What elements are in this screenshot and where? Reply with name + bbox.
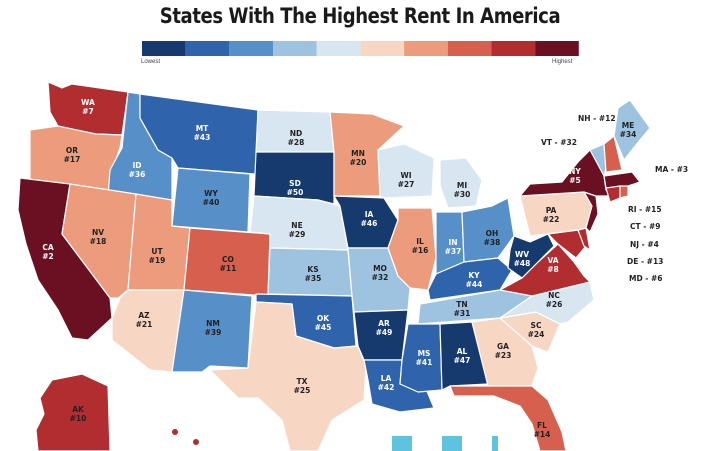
svg-text:IN#37: IN #37: [445, 238, 462, 256]
logo-glyph: [442, 436, 462, 451]
state-me[interactable]: [613, 99, 651, 161]
legend-low-label: Lowest: [141, 59, 161, 65]
label-nj: NJ - #4: [630, 240, 659, 249]
state-hi-island: [172, 429, 178, 435]
svg-text:PA#22: PA #22: [543, 206, 560, 224]
state-ak[interactable]: [35, 373, 111, 451]
svg-text:MN#20: MN #20: [350, 149, 367, 167]
svg-text:UT#19: UT #19: [149, 247, 166, 265]
logo-glyph: [392, 436, 412, 451]
svg-text:WV#48: WV #48: [514, 250, 531, 268]
color-legend: [142, 41, 579, 56]
svg-text:FL#14: FL #14: [534, 421, 551, 439]
brand-logo-partial: [392, 436, 498, 451]
svg-text:ND#28: ND #28: [288, 129, 305, 147]
state-mi[interactable]: [439, 157, 483, 209]
label-ct: CT - #9: [630, 222, 661, 231]
svg-text:IL#16: IL #16: [412, 237, 429, 255]
svg-text:AK#10: AK #10: [70, 405, 87, 423]
svg-text:OH#38: OH #38: [484, 229, 501, 247]
svg-text:WY#40: WY #40: [203, 189, 220, 207]
svg-text:MI#30: MI #30: [454, 181, 471, 199]
svg-text:AL#47: AL #47: [454, 347, 471, 365]
state-nm[interactable]: [171, 289, 253, 373]
state-fl[interactable]: [449, 385, 567, 451]
svg-text:WI#27: WI #27: [398, 171, 415, 189]
svg-text:MS#41: MS #41: [416, 349, 433, 367]
state-hi-island: [193, 439, 199, 445]
legend-swatch-4: [273, 41, 317, 56]
svg-text:IA#46: IA #46: [361, 210, 378, 228]
legend-swatch-2: [185, 41, 230, 56]
label-vt: VT - #32: [541, 138, 577, 147]
svg-text:TX#25: TX #25: [294, 377, 311, 395]
svg-text:NY#5: NY #5: [569, 167, 581, 185]
svg-text:KY#44: KY #44: [466, 271, 483, 289]
svg-text:SD#50: SD #50: [287, 179, 304, 197]
svg-text:OK#45: OK #45: [315, 314, 332, 332]
label-ma: MA - #3: [655, 165, 689, 174]
state-ri[interactable]: [619, 185, 629, 199]
legend-swatch-6: [360, 41, 405, 56]
state-ct[interactable]: [605, 185, 621, 203]
label-md: MD - #6: [629, 274, 663, 283]
label-nh: NH - #12: [578, 114, 616, 123]
state-nh[interactable]: [603, 135, 623, 173]
legend-high-label: Highest: [552, 59, 573, 65]
svg-text:TN#31: TN #31: [454, 300, 471, 318]
state-ky[interactable]: [427, 257, 513, 301]
svg-text:NC#26: NC #26: [546, 291, 563, 309]
legend-swatch-3: [229, 41, 274, 56]
svg-text:SC#24: SC #24: [528, 321, 545, 339]
svg-text:NM#39: NM #39: [205, 319, 222, 337]
legend-swatch-5: [316, 41, 361, 56]
state-ma[interactable]: [603, 171, 641, 189]
svg-text:MO#32: MO #32: [372, 264, 389, 282]
svg-text:NV#18: NV #18: [90, 228, 107, 246]
svg-text:GA#23: GA #23: [495, 342, 512, 360]
svg-text:ME#34: ME #34: [620, 121, 637, 139]
svg-text:MT#43: MT #43: [194, 124, 211, 142]
svg-text:ID#36: ID #36: [129, 161, 146, 179]
legend-swatch-10: [535, 41, 579, 56]
logo-glyph: [492, 436, 498, 451]
legend-swatch-9: [491, 41, 536, 56]
page-title: States With The Highest Rent In America: [159, 4, 561, 28]
legend-swatch-7: [404, 41, 448, 56]
legend-swatch-8: [447, 41, 492, 56]
state-labels: WA #7 OR #17 CA #2 ID #36 NV #18 MT #43 WY #40 …: [42, 98, 636, 439]
svg-text:LA#42: LA #42: [378, 374, 395, 392]
svg-text:OR#17: OR #17: [64, 146, 81, 164]
state-tx[interactable]: [209, 301, 367, 451]
svg-text:AR#49: AR #49: [376, 319, 393, 337]
svg-text:WA#7: WA #7: [81, 98, 95, 116]
svg-text:CA#2: CA #2: [42, 243, 54, 261]
svg-text:NE#29: NE #29: [289, 221, 306, 239]
legend-swatch-1: [142, 41, 186, 56]
state-wi[interactable]: [377, 143, 435, 199]
svg-text:KS#35: KS #35: [305, 265, 322, 283]
label-ri: RI - #15: [628, 205, 662, 214]
label-de: DE - #13: [627, 257, 664, 266]
state-il[interactable]: [387, 207, 437, 291]
svg-text:VA#8: VA #8: [547, 256, 559, 274]
svg-text:CO#11: CO #11: [220, 255, 237, 273]
svg-text:AZ#21: AZ #21: [136, 311, 153, 329]
state-wv[interactable]: [507, 233, 555, 279]
